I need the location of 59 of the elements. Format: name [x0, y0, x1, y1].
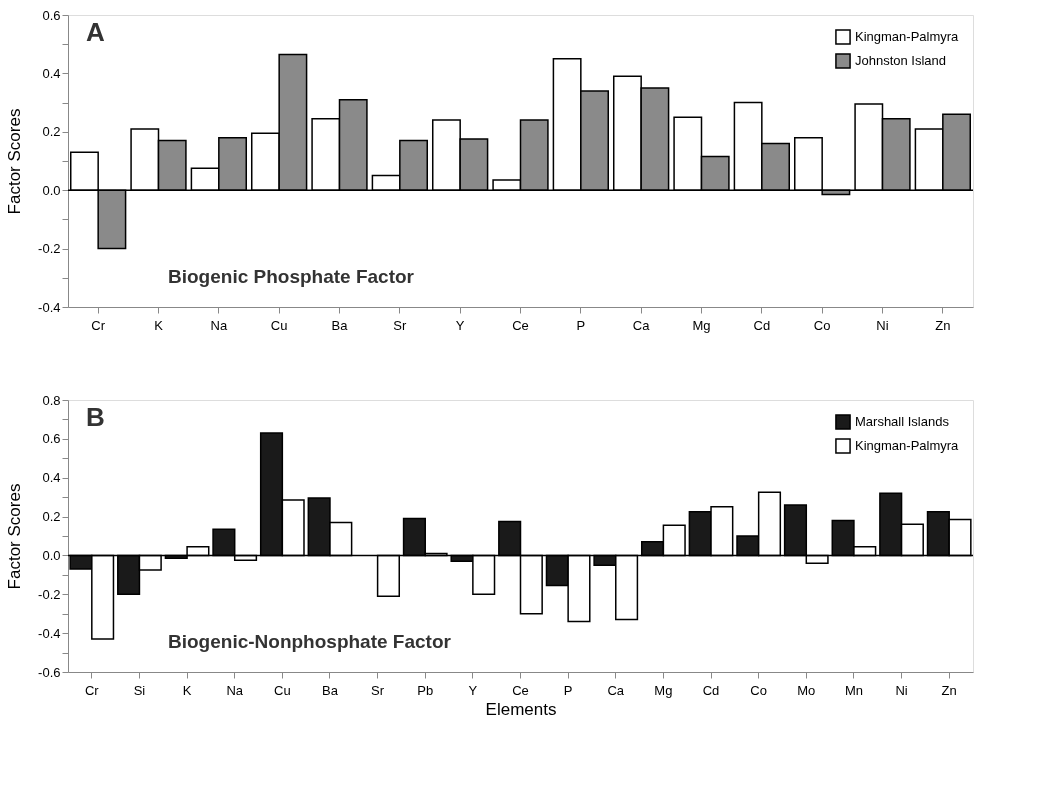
y-tick-label: 0.6 [42, 431, 61, 447]
annotation: A [86, 17, 105, 47]
x-tick-label: Mg [692, 317, 711, 333]
y-tick-label: -0.4 [38, 625, 61, 641]
y-tick-label: -0.2 [38, 241, 61, 257]
x-tick-label: Ba [331, 317, 349, 333]
annotation: Biogenic Phosphate Factor [168, 266, 415, 287]
x-tick-label: Zn [941, 682, 957, 698]
y-tick-label: 0.4 [42, 65, 61, 81]
y-axis-title: Factor Scores [5, 483, 25, 590]
x-tick-label: Ce [512, 682, 529, 698]
legend-label: Kingman-Palmyra [855, 438, 960, 453]
y-tick-label: -0.2 [38, 586, 61, 602]
y-tick-label: 0.2 [42, 124, 61, 140]
y-tick-label: -0.6 [38, 664, 61, 680]
x-tick-label: Sr [371, 682, 385, 698]
x-tick-label: Co [750, 682, 767, 698]
x-tick-label: Cr [91, 317, 106, 333]
y-tick-label: -0.4 [38, 299, 61, 315]
legend-label: Kingman-Palmyra [855, 29, 960, 44]
x-tick-label: Sr [393, 317, 407, 333]
x-tick-label: Cd [702, 682, 720, 698]
x-tick-label: K [182, 682, 192, 698]
x-tick-label: Si [133, 682, 146, 698]
y-tick-label: 0.8 [42, 392, 61, 408]
x-tick-label: Zn [935, 317, 951, 333]
annotation: B [86, 402, 105, 432]
x-tick-label: Mo [797, 682, 816, 698]
x-tick-label: Cr [84, 682, 100, 698]
annotation: Biogenic-Nonphosphate Factor [168, 631, 452, 652]
y-tick-label: 0.0 [42, 547, 61, 563]
x-tick-label: Cu [274, 682, 291, 698]
x-tick-label: Na [226, 682, 244, 698]
x-tick-label: Cd [753, 317, 771, 333]
x-tick-label: Ni [895, 682, 908, 698]
x-tick-label: Mn [844, 682, 863, 698]
x-tick-label: Y [468, 682, 478, 698]
x-tick-label: P [576, 317, 586, 333]
x-tick-label: P [563, 682, 573, 698]
x-tick-label: Mg [654, 682, 673, 698]
y-axis-title: Factor Scores [5, 108, 25, 215]
x-tick-label: Ba [322, 682, 339, 698]
x-axis-title: Elements [485, 699, 557, 719]
x-tick-label: Ni [876, 317, 889, 333]
x-tick-label: Ca [632, 317, 651, 333]
x-tick-label: Co [813, 317, 831, 333]
y-tick-label: 0.2 [42, 509, 61, 525]
legend-label: Marshall Islands [855, 414, 950, 429]
x-tick-label: Cu [270, 317, 288, 333]
y-tick-label: 0.4 [42, 470, 61, 486]
x-tick-label: Na [210, 317, 228, 333]
x-tick-label: Ca [607, 682, 625, 698]
y-tick-label: 0.0 [42, 182, 61, 198]
x-tick-label: K [154, 317, 164, 333]
x-tick-label: Y [455, 317, 465, 333]
x-tick-label: Ce [512, 317, 529, 333]
legend-label: Johnston Island [855, 53, 947, 68]
x-tick-label: Pb [417, 682, 434, 698]
y-tick-label: 0.6 [42, 7, 61, 23]
